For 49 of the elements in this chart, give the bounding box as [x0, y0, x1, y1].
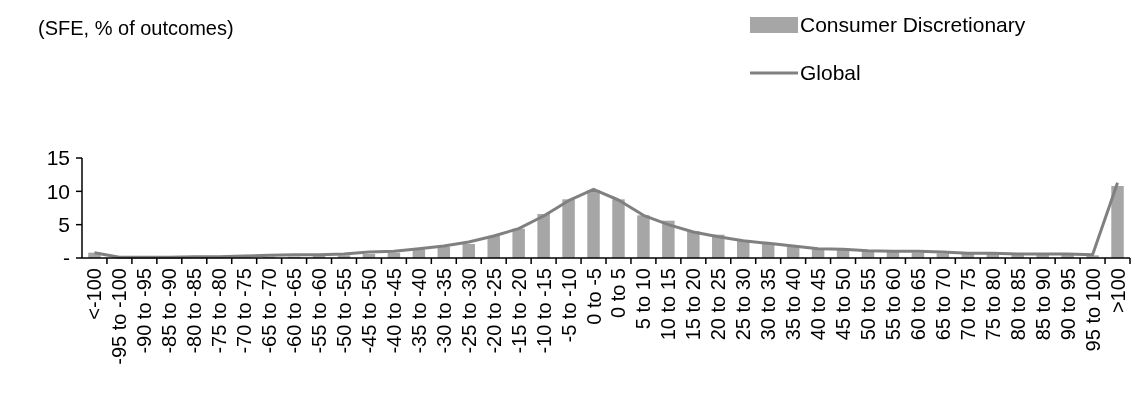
x-tick-label: -25 to -30 [457, 268, 480, 354]
x-tick-label: 90 to 95 [1056, 268, 1079, 341]
x-tick-label: 10 to 15 [657, 268, 680, 341]
x-tick-label: 85 to 90 [1031, 268, 1054, 341]
x-tick-label: -35 to -40 [407, 268, 430, 354]
text: (SFE, % of outcomes) [38, 17, 234, 39]
y-tick-label: 10 [46, 179, 70, 203]
x-tick-label: 0 to -5 [582, 268, 605, 325]
x-tick-label: 75 to 80 [981, 268, 1004, 341]
x-tick-label: 50 to 55 [857, 268, 879, 341]
x-tick-label: 0 to 5 [607, 268, 630, 319]
x-tick-label: -85 to -90 [158, 268, 181, 354]
x-tick-label: 80 to 85 [1006, 268, 1029, 341]
x-tick-label: -95 to -100 [108, 268, 131, 365]
x-tick-label: -80 to -85 [183, 268, 206, 354]
legend-label: Global [800, 61, 861, 85]
y-tick-label: 5 [58, 213, 70, 237]
x-tick-label: -15 to -20 [507, 268, 530, 354]
x-tick-label: 65 to 70 [931, 268, 954, 341]
x-tick-label: 25 to 30 [732, 268, 755, 341]
x-tick-label: 45 to 50 [832, 268, 855, 341]
x-tick-label: 35 to 40 [782, 268, 805, 341]
x-tick-label: -55 to -60 [308, 268, 331, 354]
x-tick-label: -20 to -25 [482, 268, 505, 354]
x-tick-label: -30 to -35 [432, 268, 455, 354]
x-tick-label: 30 to 35 [757, 268, 780, 341]
x-tick-label: >100 [1106, 268, 1129, 314]
x-tick-label: -50 to -55 [333, 268, 355, 354]
x-tick-label: -60 to -65 [283, 268, 306, 354]
x-tick-label: -10 to -15 [532, 268, 555, 354]
x-tick-label: -75 to -80 [208, 268, 231, 354]
x-tick-label: -45 to -50 [357, 268, 380, 354]
x-tick-label: -5 to -10 [557, 268, 580, 343]
legend-label: Consumer Discretionary [800, 13, 1026, 37]
x-tick-label: 5 to 10 [632, 268, 655, 330]
x-tick-label: -70 to -75 [233, 268, 256, 354]
x-tick-label: -40 to -45 [382, 268, 405, 354]
x-tick-label: 20 to 25 [707, 268, 730, 341]
y-tick-label: 15 [46, 146, 70, 170]
y-tick-label: - [63, 246, 70, 270]
x-tick-label: 95 to 100 [1081, 268, 1104, 352]
x-tick-label: -65 to -70 [258, 268, 281, 354]
x-tick-label: 55 to 60 [881, 268, 904, 341]
x-tick-label: 40 to 45 [807, 268, 830, 341]
x-tick-label: 60 to 65 [906, 268, 929, 341]
x-tick-label: <-100 [83, 268, 106, 320]
x-tick-label: 70 to 75 [956, 268, 979, 341]
x-tick-label: 15 to 20 [682, 268, 705, 341]
x-tick-label: -90 to -95 [133, 268, 156, 354]
